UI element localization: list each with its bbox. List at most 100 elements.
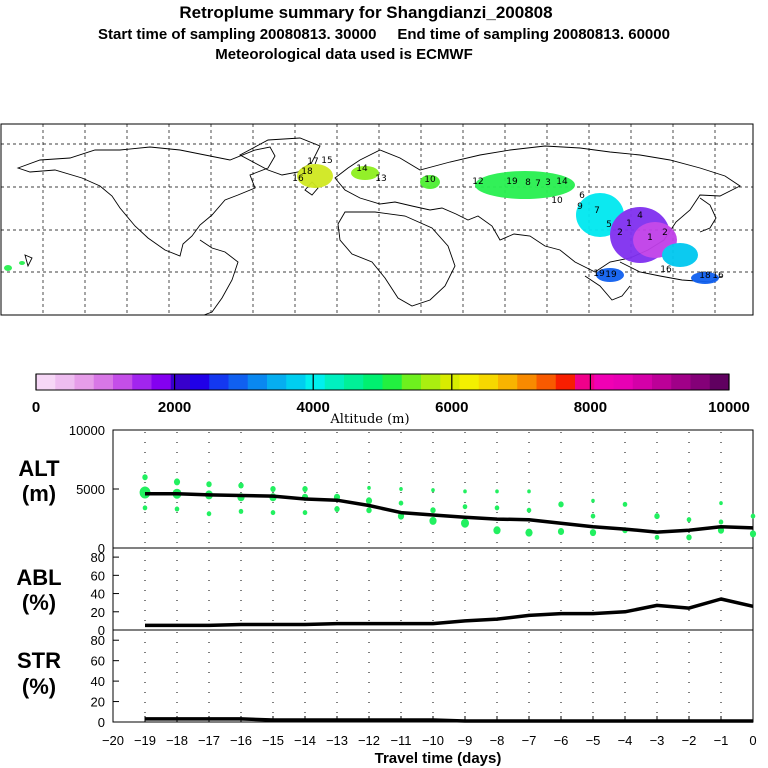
altitude-cluster-point — [431, 488, 435, 493]
plume-day-label: 16 — [660, 265, 672, 275]
series-line-alt — [145, 491, 754, 534]
colorbar-cell — [36, 374, 56, 390]
y-tick-label-alt: 10000 — [69, 423, 105, 438]
x-tick-label: −17 — [198, 733, 220, 748]
y-tick-label-str: 0 — [98, 715, 105, 730]
plume-day-label: 16 — [292, 174, 304, 184]
x-tick-label: −4 — [618, 733, 633, 748]
altitude-cluster-point — [718, 519, 724, 525]
x-tick-label: −6 — [554, 733, 569, 748]
colorbar-cell — [151, 374, 172, 390]
x-axis-label: Travel time (days) — [375, 750, 502, 767]
altitude-cluster-point — [589, 529, 597, 537]
altitude-cluster-point — [302, 510, 308, 516]
x-tick-label: −5 — [586, 733, 601, 748]
altitude-cluster-point — [365, 497, 373, 505]
plume-day-label: 19 — [506, 177, 518, 187]
altitude-cluster-point — [430, 507, 436, 514]
x-tick-label: −1 — [714, 733, 729, 748]
altitude-cluster-point — [398, 500, 404, 506]
plume-day-label: 14 — [356, 164, 368, 174]
colorbar-cell — [594, 374, 614, 390]
panel-str-unit: (%) — [22, 674, 56, 699]
colorbar-cell — [671, 374, 691, 390]
colorbar-cell — [132, 374, 152, 390]
altitude-cluster-point — [749, 530, 757, 538]
x-tick-label: −15 — [262, 733, 284, 748]
colorbar-cell — [55, 374, 75, 390]
plume-day-label: 7 — [535, 179, 541, 189]
colorbar-cell — [690, 374, 711, 390]
y-tick-label-str: 80 — [91, 633, 105, 648]
panel-abl-unit: (%) — [22, 590, 56, 615]
altitude-cluster-point — [654, 513, 660, 520]
y-tick-label-alt: 0 — [98, 541, 105, 556]
altitude-cluster-point — [461, 518, 469, 528]
panel-str: STR (%) — [17, 629, 754, 723]
colorbar-cell — [536, 374, 557, 390]
y-tick-label-alt: 5000 — [76, 482, 105, 497]
plume-day-label: 5 — [606, 220, 612, 230]
altitude-cluster-point — [495, 489, 499, 494]
colorbar-cell — [170, 374, 191, 390]
y-tick-label-str: 20 — [91, 695, 105, 710]
plume-day-label: 1 — [626, 219, 632, 229]
panel-str-name: STR — [17, 648, 61, 673]
altitude-cluster-point — [270, 510, 276, 516]
altitude-cluster-point — [686, 534, 692, 541]
plume-day-label: 3 — [545, 178, 551, 188]
colorbar-cell — [517, 374, 537, 390]
plume-day-label: 6 — [579, 191, 585, 201]
plume-day-label: 2 — [617, 228, 623, 238]
colorbar-cell — [209, 374, 229, 390]
plume-day-label: 9 — [577, 202, 583, 212]
plume-day-label: 18 — [301, 167, 313, 177]
altitude-cluster-point — [494, 505, 500, 511]
panel-abl-name: ABL — [16, 565, 61, 590]
altitude-cluster-point — [493, 526, 501, 535]
colorbar-cell — [498, 374, 518, 390]
altitude-cluster-point — [174, 506, 180, 512]
colorbar-cell — [190, 374, 210, 390]
panel-abl: ABL (%) — [16, 547, 754, 631]
x-tick-label: −3 — [650, 733, 665, 748]
x-tick-label: −12 — [358, 733, 380, 748]
sampling-times: Start time of sampling 20080813. 30000 E… — [98, 26, 670, 43]
altitude-cluster-point — [750, 513, 756, 519]
y-tick-label-str: 60 — [91, 654, 105, 669]
x-tick-label: −14 — [294, 733, 316, 748]
altitude-cluster-point — [142, 505, 148, 511]
altitude-cluster-point — [238, 508, 244, 514]
plume-day-label: 19 — [605, 270, 617, 280]
plume-day-label: 2 — [662, 228, 668, 238]
colorbar-cell — [421, 374, 441, 390]
plume-day-label: 4 — [637, 211, 643, 221]
colorbar-cell — [344, 374, 364, 390]
x-tick-label: −16 — [230, 733, 252, 748]
altitude-colorbar: 0 2000 4000 6000 8000 10000 Altitude (m) — [32, 373, 750, 427]
colorbar-tick-label: 2000 — [158, 399, 191, 416]
altitude-cluster-point — [686, 517, 692, 523]
colorbar-cell — [459, 374, 480, 390]
colorbar-cell — [401, 374, 422, 390]
time-panels: ALT (m) ABL (%) STR (%) 0 5000 10000 0 20 40 6… — [16, 423, 756, 767]
y-tick-label-str: 40 — [91, 674, 105, 689]
x-tick-label: −11 — [390, 733, 411, 748]
colorbar-cell — [305, 374, 326, 390]
colorbar-cell — [93, 374, 114, 390]
colorbar-cell — [286, 374, 306, 390]
altitude-cluster-point — [173, 478, 181, 486]
altitude-cluster-point — [206, 511, 212, 517]
altitude-cluster-point — [622, 501, 628, 507]
colorbar-cell — [652, 374, 672, 390]
altitude-cluster-point — [557, 527, 565, 535]
altitude-cluster-point — [590, 513, 596, 519]
colorbar-cell — [613, 374, 634, 390]
y-tick-label-abl: 40 — [91, 587, 105, 602]
plume-day-label: 19 — [593, 269, 605, 279]
plume-day-label: 18 — [699, 271, 711, 281]
altitude-cluster-point — [206, 481, 212, 488]
colorbar-cell — [575, 374, 595, 390]
